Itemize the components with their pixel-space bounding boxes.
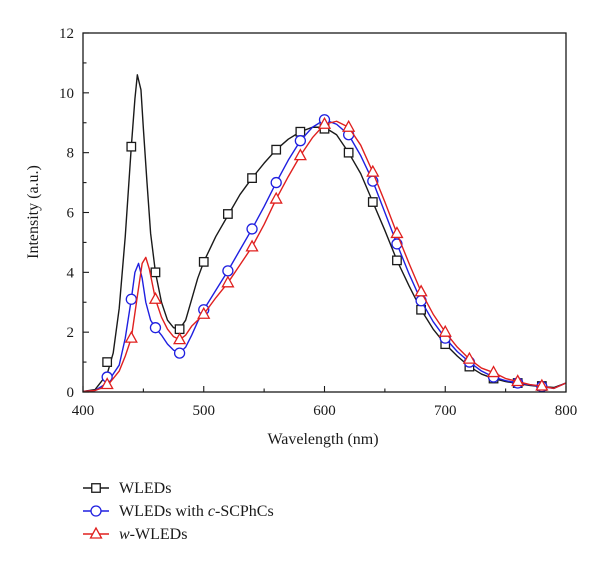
data-point (366, 164, 380, 177)
series-layer (82, 74, 567, 393)
data-point (269, 191, 283, 204)
legend-item: WLEDs with c-SCPhCs (83, 503, 274, 520)
legend-item: w-WLEDs (83, 526, 187, 543)
x-tick-label: 600 (313, 403, 336, 419)
data-point (462, 351, 476, 364)
x-axis-label: Wavelength (nm) (267, 431, 378, 448)
data-point (222, 265, 234, 277)
data-point (148, 291, 163, 304)
legend-item: WLEDs (83, 480, 171, 497)
data-point (295, 126, 306, 137)
legend-label: WLEDs with c-SCPhCs (119, 503, 274, 520)
y-tick-label: 8 (67, 146, 75, 162)
data-point (293, 148, 307, 161)
series-line (82, 74, 567, 393)
data-point (438, 324, 452, 337)
data-point (221, 275, 235, 288)
data-point (198, 256, 209, 267)
data-point (486, 365, 501, 378)
y-axis-label: Intensity (a.u.) (25, 165, 42, 259)
x-tick-label: 500 (193, 403, 216, 419)
x-tick-label: 800 (555, 403, 578, 419)
data-point (511, 374, 525, 387)
legend-label: WLEDs (119, 480, 171, 497)
data-point (535, 378, 549, 391)
series-2 (82, 114, 567, 393)
data-point (271, 144, 282, 155)
legend-label: w-WLEDs (119, 526, 187, 543)
data-point (414, 284, 428, 297)
y-tick-label: 6 (67, 206, 75, 222)
data-point (149, 322, 162, 334)
legend-marker (90, 505, 102, 517)
data-point (343, 147, 354, 158)
data-point (247, 173, 257, 183)
series-3 (82, 116, 567, 393)
y-tick-label: 12 (59, 26, 74, 42)
plot-frame (82, 32, 567, 393)
data-point (173, 332, 187, 345)
legend: WLEDs WLEDs with c-SCPhCs w-WLEDs (83, 480, 274, 543)
series-line (82, 120, 567, 393)
axes-layer: 400 500 600 700 800 0 2 4 6 8 10 12 (59, 26, 577, 419)
legend-marker (91, 483, 101, 493)
data-point (317, 116, 332, 129)
data-point (150, 267, 161, 278)
y-tick-label: 0 (67, 385, 75, 401)
data-point (125, 293, 137, 305)
x-tick-label: 400 (72, 403, 95, 419)
data-point (342, 119, 356, 132)
series-line (82, 119, 567, 393)
y-tick-label: 10 (59, 86, 74, 102)
data-point (100, 377, 114, 390)
data-point (270, 176, 282, 189)
data-point (392, 255, 402, 266)
data-point (124, 330, 138, 343)
data-point (245, 239, 259, 252)
x-tick-label: 700 (434, 403, 457, 419)
data-point (173, 347, 186, 359)
legend-marker (89, 526, 103, 539)
data-point (102, 357, 113, 367)
data-point (367, 197, 378, 207)
data-point (174, 324, 185, 335)
data-point (294, 135, 307, 147)
y-tick-label: 2 (67, 325, 75, 341)
data-point (126, 141, 137, 152)
data-point (390, 226, 404, 239)
y-tick-label: 4 (67, 265, 75, 281)
data-point (222, 209, 233, 219)
data-point (246, 223, 258, 235)
data-point (197, 306, 211, 319)
